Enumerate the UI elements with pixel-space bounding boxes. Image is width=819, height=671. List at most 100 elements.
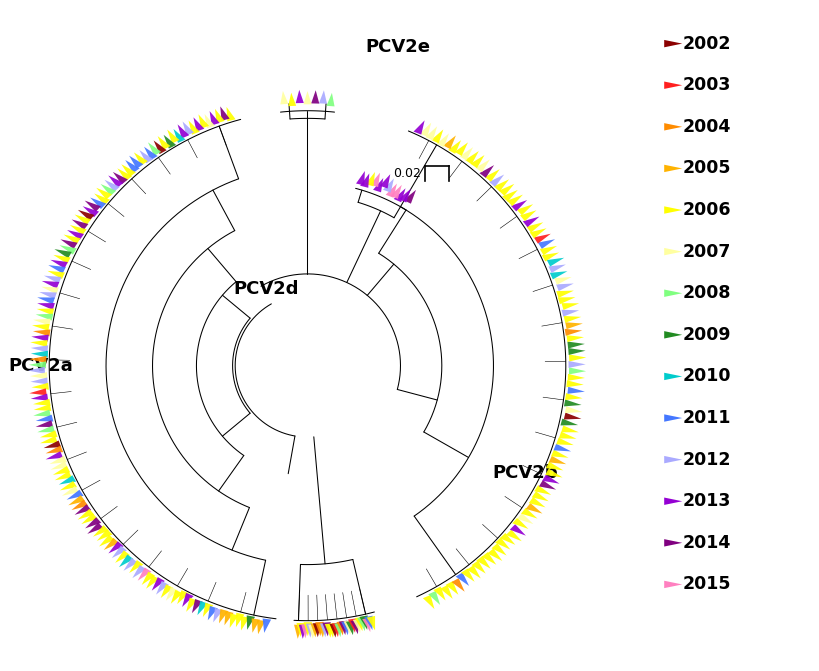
Polygon shape — [152, 577, 165, 590]
Polygon shape — [305, 623, 314, 637]
Polygon shape — [533, 485, 550, 495]
Polygon shape — [251, 618, 260, 633]
Text: 2015: 2015 — [682, 576, 731, 593]
Polygon shape — [38, 425, 55, 432]
Polygon shape — [403, 190, 415, 204]
Polygon shape — [447, 140, 460, 154]
Polygon shape — [663, 82, 681, 89]
Polygon shape — [564, 322, 582, 329]
Polygon shape — [108, 541, 124, 554]
Polygon shape — [294, 625, 302, 639]
Polygon shape — [129, 560, 143, 573]
Polygon shape — [256, 620, 265, 634]
Polygon shape — [319, 623, 328, 637]
Polygon shape — [247, 615, 255, 630]
Polygon shape — [425, 126, 437, 140]
Polygon shape — [541, 474, 559, 484]
Polygon shape — [334, 623, 342, 637]
Polygon shape — [29, 356, 47, 363]
Polygon shape — [459, 147, 473, 160]
Polygon shape — [343, 620, 351, 635]
Polygon shape — [29, 362, 46, 368]
Polygon shape — [210, 111, 219, 125]
Polygon shape — [526, 222, 543, 233]
Text: PCV2a: PCV2a — [8, 357, 73, 374]
Polygon shape — [488, 174, 504, 187]
Polygon shape — [481, 552, 495, 565]
Polygon shape — [663, 414, 681, 422]
Polygon shape — [464, 151, 478, 164]
Polygon shape — [83, 206, 99, 217]
Polygon shape — [567, 386, 584, 394]
Polygon shape — [182, 593, 193, 607]
Polygon shape — [138, 568, 152, 580]
Polygon shape — [84, 201, 101, 212]
Polygon shape — [49, 456, 67, 464]
Polygon shape — [192, 599, 202, 613]
Polygon shape — [506, 195, 523, 206]
Polygon shape — [362, 617, 370, 632]
Polygon shape — [36, 415, 53, 421]
Polygon shape — [365, 172, 374, 187]
Polygon shape — [336, 621, 345, 635]
Polygon shape — [33, 329, 51, 336]
Polygon shape — [213, 608, 223, 623]
Polygon shape — [85, 517, 102, 529]
Polygon shape — [559, 431, 576, 439]
Polygon shape — [419, 123, 431, 137]
Polygon shape — [198, 114, 209, 129]
Polygon shape — [428, 591, 440, 605]
Polygon shape — [186, 598, 197, 612]
Polygon shape — [454, 142, 468, 156]
Polygon shape — [236, 613, 244, 627]
Polygon shape — [33, 399, 51, 406]
Polygon shape — [326, 93, 334, 107]
Polygon shape — [548, 264, 565, 273]
Polygon shape — [30, 340, 48, 347]
Polygon shape — [30, 378, 48, 384]
Polygon shape — [113, 172, 128, 185]
Polygon shape — [528, 497, 545, 507]
Polygon shape — [71, 500, 88, 510]
Text: 2005: 2005 — [682, 160, 731, 177]
Polygon shape — [332, 623, 340, 637]
Polygon shape — [303, 622, 312, 636]
Polygon shape — [313, 623, 321, 637]
Polygon shape — [382, 178, 393, 193]
Polygon shape — [431, 130, 443, 144]
Polygon shape — [555, 437, 573, 445]
Polygon shape — [308, 625, 316, 639]
Polygon shape — [466, 565, 480, 578]
Polygon shape — [55, 471, 72, 480]
Text: 2002: 2002 — [682, 35, 731, 52]
Polygon shape — [555, 291, 573, 298]
Polygon shape — [301, 624, 310, 638]
Polygon shape — [486, 548, 502, 561]
Polygon shape — [29, 389, 47, 395]
Polygon shape — [99, 535, 115, 547]
Polygon shape — [156, 581, 169, 595]
Polygon shape — [167, 130, 179, 144]
Polygon shape — [67, 230, 84, 240]
Polygon shape — [219, 609, 229, 623]
Polygon shape — [37, 297, 55, 305]
Polygon shape — [108, 175, 124, 188]
Polygon shape — [188, 121, 200, 135]
Polygon shape — [545, 468, 562, 478]
Polygon shape — [310, 623, 319, 637]
Polygon shape — [204, 114, 215, 128]
Polygon shape — [393, 189, 405, 202]
Polygon shape — [470, 155, 484, 168]
Polygon shape — [153, 140, 166, 154]
Polygon shape — [296, 90, 304, 103]
Polygon shape — [78, 210, 94, 221]
Polygon shape — [53, 255, 70, 264]
Polygon shape — [161, 584, 173, 598]
Polygon shape — [460, 568, 474, 582]
Polygon shape — [561, 303, 578, 310]
Polygon shape — [61, 486, 79, 496]
Polygon shape — [440, 585, 452, 599]
Polygon shape — [553, 444, 570, 452]
Polygon shape — [537, 240, 554, 249]
Polygon shape — [567, 342, 584, 348]
